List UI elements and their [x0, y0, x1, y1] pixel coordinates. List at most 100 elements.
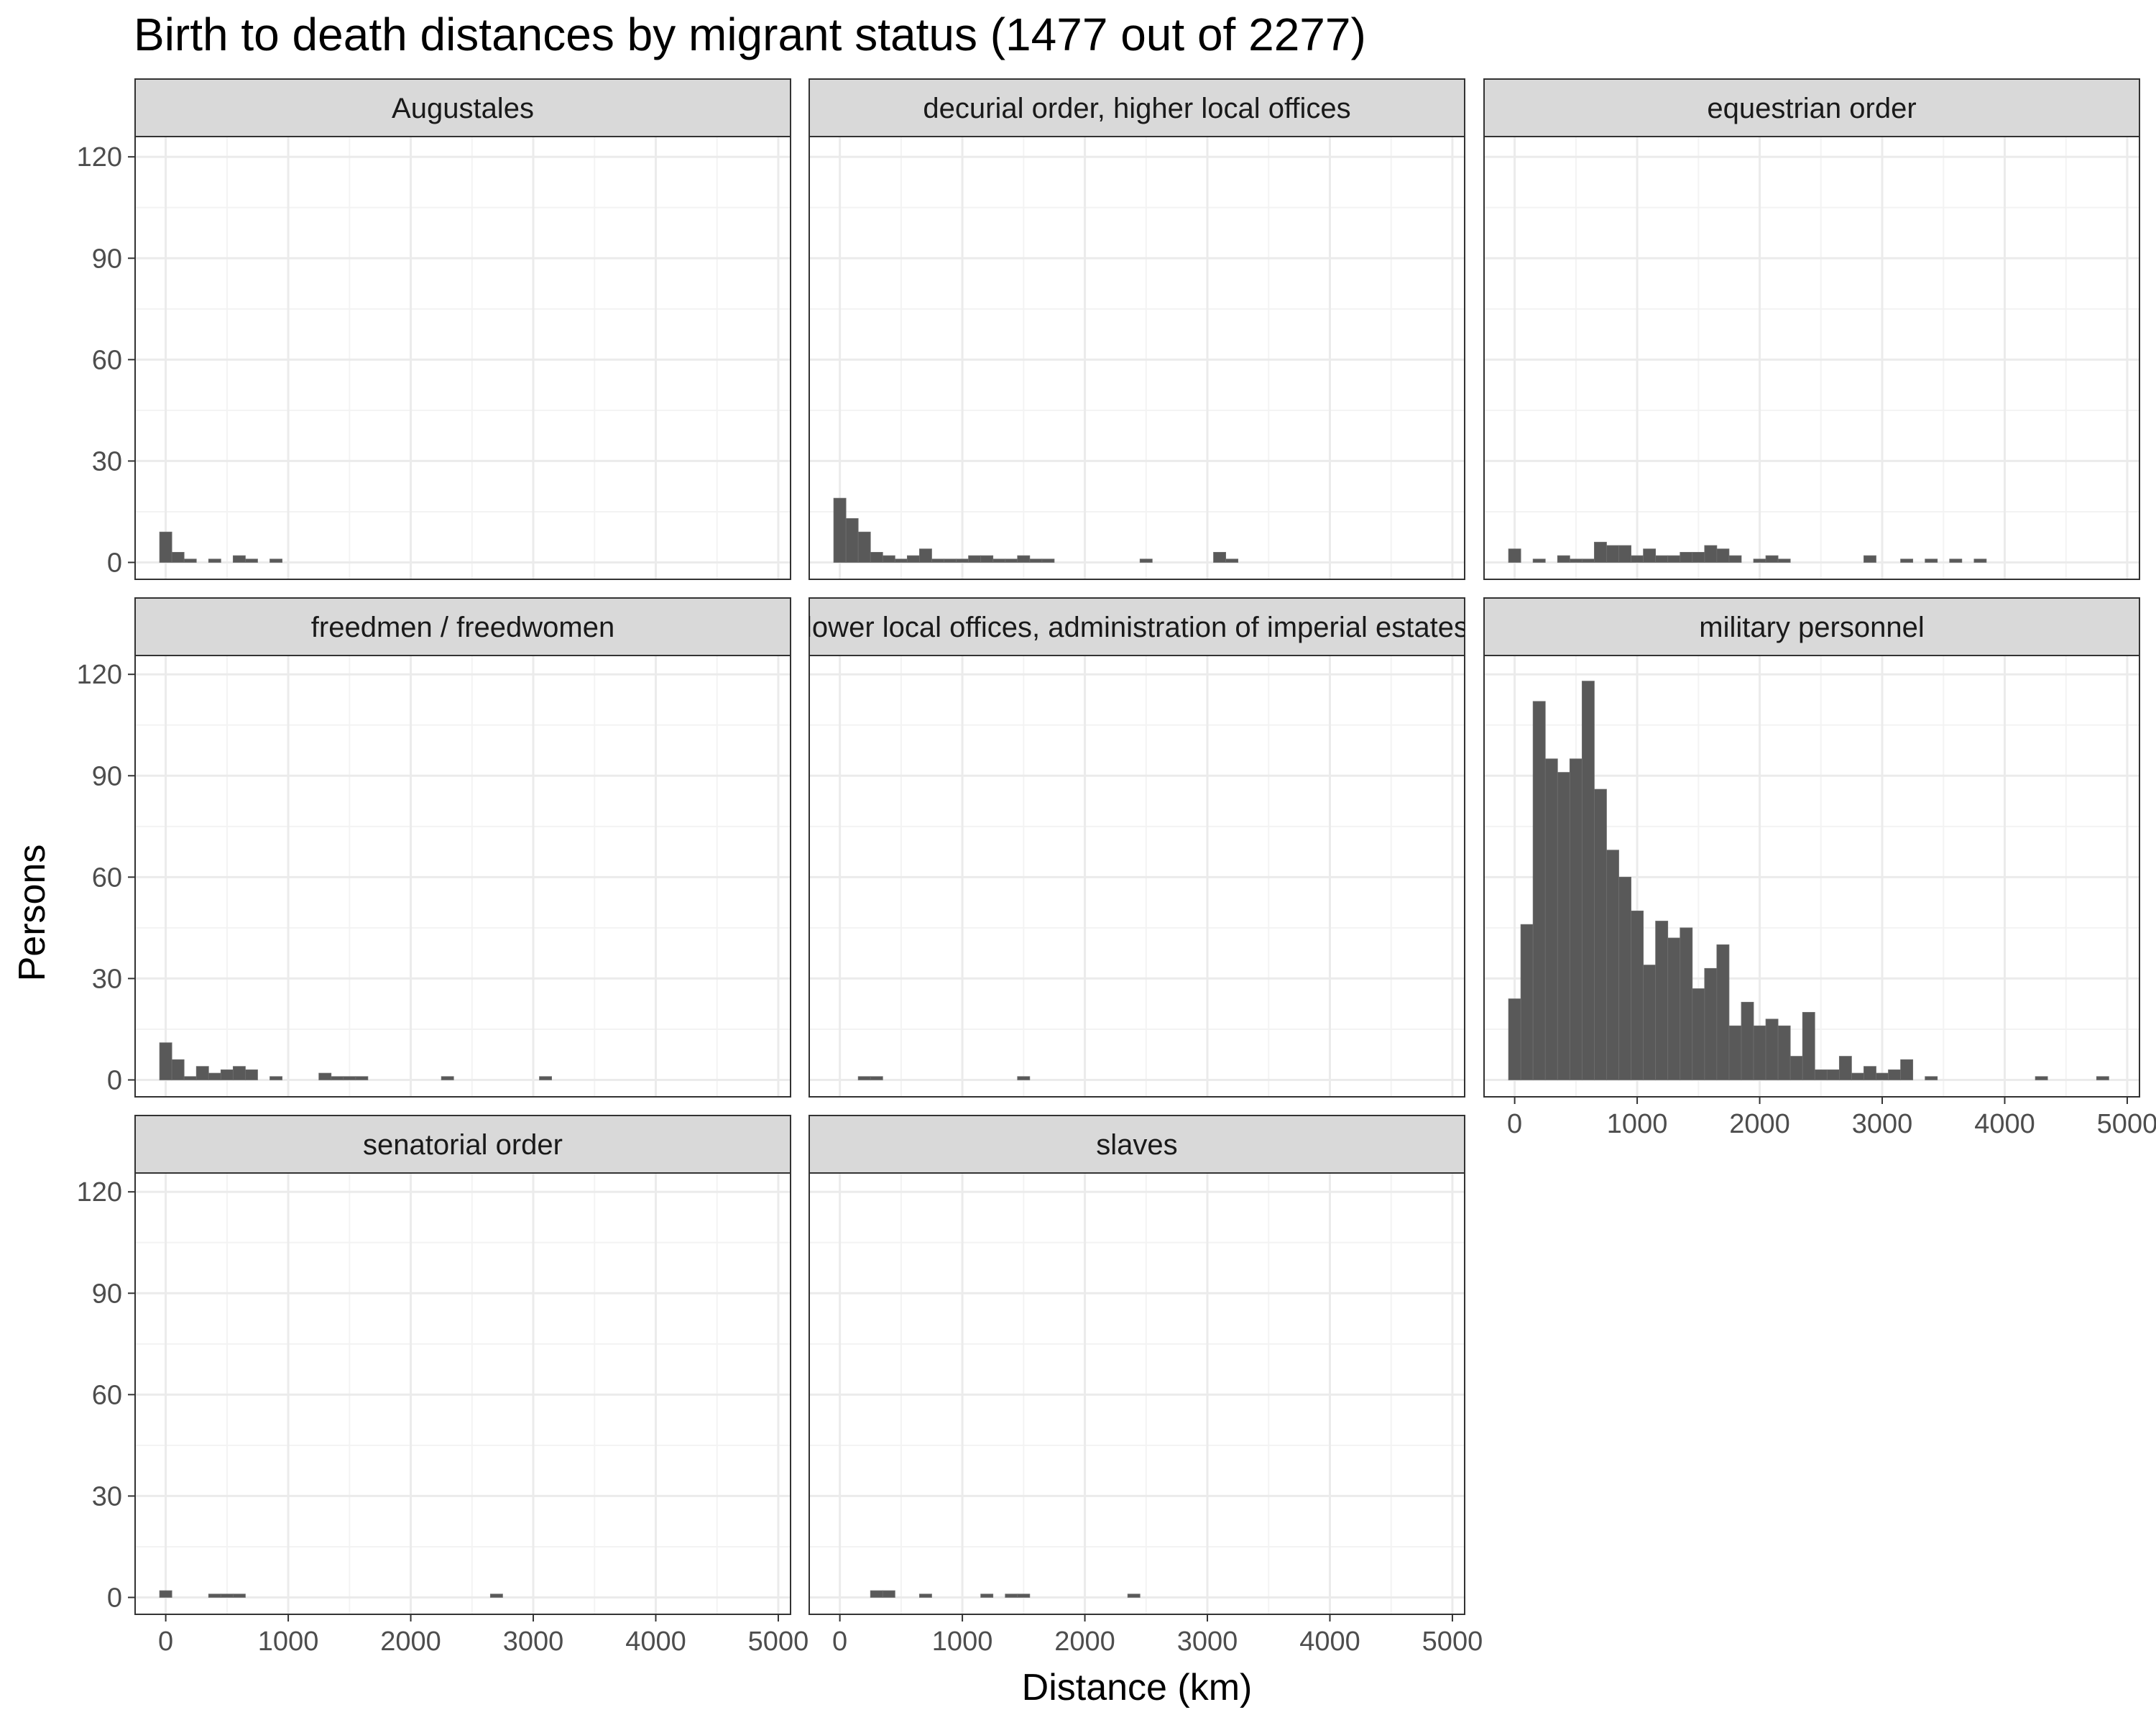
x-tick-label: 2000 — [1054, 1627, 1115, 1657]
major-grid — [1484, 137, 2139, 579]
bar-3200 — [1900, 558, 1914, 563]
facet-label: military personnel — [1699, 612, 1924, 643]
bars — [159, 531, 282, 563]
facet-strip — [808, 78, 1465, 137]
bar-0 — [833, 497, 847, 563]
bar-400 — [1557, 555, 1570, 563]
x-tick-label: 5000 — [748, 1627, 809, 1657]
bar-2400 — [1802, 1012, 1815, 1080]
y-axis: 0 30 60 90 120 — [77, 142, 135, 578]
y-tick-label: 90 — [92, 244, 122, 274]
bar-2600 — [1826, 1069, 1840, 1080]
bar-3100 — [1213, 551, 1226, 563]
bar-700 — [1594, 788, 1607, 1080]
bar-1300 — [992, 558, 1006, 563]
y-tick-label: 0 — [107, 548, 122, 578]
bar-2100 — [1765, 555, 1779, 563]
bar-500 — [1569, 758, 1583, 1080]
bar-700 — [245, 1069, 258, 1080]
bar-3100 — [1888, 1069, 1901, 1080]
y-tick-label: 0 — [107, 1065, 122, 1095]
panel-background — [1484, 137, 2139, 579]
bar-1000 — [1631, 555, 1644, 563]
bars — [1508, 541, 1987, 563]
bar-2300 — [441, 1076, 454, 1080]
bar-2900 — [1864, 1066, 1876, 1080]
y-tick-label: 30 — [92, 964, 122, 994]
y-tick-label: 60 — [92, 862, 122, 893]
bar-3800 — [1973, 558, 1987, 563]
facet-strip — [1483, 78, 2140, 137]
bar-500 — [894, 558, 908, 563]
bar-200 — [1532, 701, 1546, 1080]
bar-1400 — [331, 1076, 344, 1080]
bar-1400 — [1005, 1593, 1018, 1598]
bar-1500 — [1017, 1076, 1031, 1080]
bar-1500 — [1692, 988, 1705, 1080]
major-grid — [135, 1172, 791, 1614]
y-tick-label: 120 — [77, 660, 122, 690]
bar-2300 — [1789, 1056, 1803, 1080]
bar-2200 — [1777, 1025, 1791, 1080]
bar-3400 — [1925, 558, 1938, 563]
x-tick-label: 1000 — [258, 1627, 319, 1657]
bar-2200 — [1777, 558, 1791, 563]
minor-grid — [809, 654, 1465, 1097]
bar-1200 — [980, 555, 994, 563]
y-tick-label: 60 — [92, 1380, 122, 1410]
panel-background — [809, 654, 1465, 1097]
facet-lower-local-offices-administration-of-imperial-estates: lower local offices, administration of i… — [806, 597, 1468, 1098]
facet-label: Augustales — [392, 93, 534, 124]
facet-freedmen-freedwomen: freedmen / freedwomen 0 30 60 90 120 — [77, 597, 791, 1098]
bar-1100 — [1643, 965, 1657, 1080]
bar-200 — [183, 1076, 197, 1080]
bar-100 — [1520, 924, 1534, 1080]
minor-grid — [1484, 137, 2139, 579]
facet-label: freedmen / freedwomen — [311, 612, 614, 643]
bar-4800 — [2096, 1076, 2109, 1080]
bars — [159, 1042, 552, 1080]
bar-2700 — [1838, 1056, 1852, 1080]
x-tick-label: 4000 — [1974, 1109, 2035, 1139]
bar-1200 — [980, 1593, 994, 1598]
bar-400 — [1557, 772, 1570, 1080]
bar-900 — [270, 1076, 282, 1080]
bar-3100 — [539, 1076, 552, 1080]
bar-3400 — [1925, 1076, 1938, 1080]
bar-700 — [245, 558, 258, 563]
bar-2100 — [1765, 1018, 1779, 1080]
bar-1400 — [1680, 551, 1693, 563]
minor-grid — [809, 1172, 1465, 1614]
x-tick-label: 0 — [832, 1627, 847, 1657]
x-tick-label: 2000 — [1729, 1109, 1790, 1139]
bar-0 — [1508, 998, 1521, 1080]
bar-400 — [208, 558, 221, 563]
bar-100 — [845, 518, 859, 563]
bar-100 — [171, 1059, 185, 1080]
y-tick-label: 120 — [77, 142, 122, 172]
bar-2500 — [1814, 1069, 1828, 1080]
bar-500 — [1569, 558, 1583, 563]
facet-strip — [808, 1115, 1465, 1174]
y-tick-label: 30 — [92, 1481, 122, 1512]
bar-600 — [1581, 681, 1595, 1080]
bar-500 — [220, 1069, 234, 1080]
bar-200 — [857, 531, 871, 563]
bar-0 — [159, 531, 172, 563]
bar-1200 — [1655, 921, 1669, 1080]
bar-2900 — [1864, 555, 1876, 563]
bar-600 — [1581, 558, 1595, 563]
minor-grid — [135, 654, 791, 1097]
bar-700 — [919, 548, 932, 563]
bar-1600 — [355, 1076, 369, 1080]
facet-decurial-order-higher-local-offices: decurial order, higher local offices — [808, 78, 1465, 580]
x-tick-label: 3000 — [1852, 1109, 1913, 1139]
facet-label: equestrian order — [1707, 93, 1916, 124]
bar-800 — [931, 558, 944, 563]
bars — [1508, 681, 2109, 1080]
minor-grid — [135, 137, 791, 579]
facet-label: lower local offices, administration of i… — [806, 612, 1468, 643]
bar-1300 — [1667, 937, 1681, 1080]
bar-2000 — [1753, 1025, 1766, 1080]
x-tick-label: 1000 — [932, 1627, 993, 1657]
